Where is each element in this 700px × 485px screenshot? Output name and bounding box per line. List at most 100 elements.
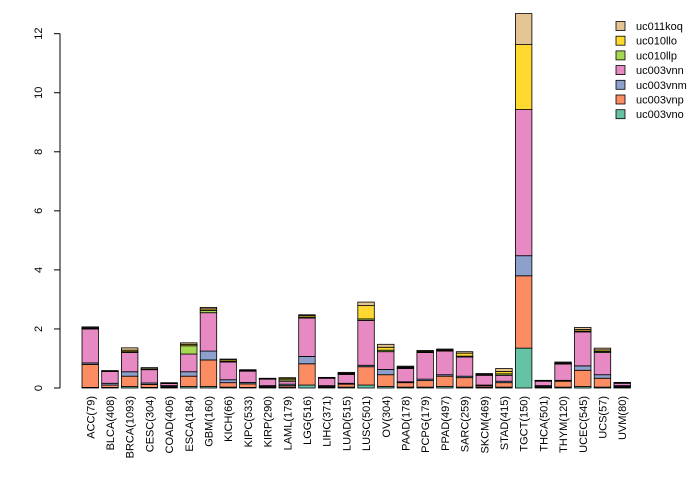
legend-item: uc011koq <box>616 21 683 33</box>
bar-stack: BLCA(408) uc003vno: 0.02BLCA(408) uc003v… <box>102 371 119 388</box>
bar-segment-uc003vnp: KIPC(533) uc003vnp: 0.12 <box>240 384 257 388</box>
bar-segment-uc011koq: SKCM(469) uc011koq: 0.02 <box>476 374 493 375</box>
x-tick-label: KIRP(290) <box>263 396 275 447</box>
bar-segment-uc011koq: STAD(415) uc011koq: 0.1 <box>496 369 513 372</box>
bar-stack: KIRP(290) uc003vno: 0.02KIRP(290) uc003v… <box>259 378 276 388</box>
bar-segment-uc003vnm: OV(304) uc003vnm: 0.18 <box>378 369 395 374</box>
legend-label: uc003vnp <box>636 95 684 107</box>
x-tick-label: TGCT(150) <box>519 396 531 452</box>
x-tick-label: BRCA(1093) <box>125 396 137 458</box>
bar-segment-uc003vnp: BRCA(1093) uc003vnp: 0.35 <box>121 376 137 386</box>
bar-segment-uc003vnp: UCEC(545) uc003vnp: 0.55 <box>575 370 592 386</box>
x-tick-label: LIHC(371) <box>322 396 334 447</box>
bar-stack: CESC(304) uc003vno: 0.02CESC(304) uc003v… <box>141 368 158 388</box>
bar-segment-uc003vnp: ACC(79) uc003vnp: 0.78 <box>82 364 99 387</box>
bar-segment-uc010llp: ESCA(184) uc010llp: 0.28 <box>181 346 198 354</box>
bar-segment-uc003vnp: LUSC(501) uc003vnp: 0.62 <box>358 367 375 385</box>
bar-stack: PAAD(178) uc003vno: 0.03PAAD(178) uc003v… <box>397 366 414 388</box>
bar-segment-uc003vnp: TGCT(150) uc003vnp: 2.45 <box>515 276 532 348</box>
bar-stack: PCPG(179) uc003vno: 0.03PCPG(179) uc003v… <box>417 351 434 389</box>
bar-segment-uc011koq: OV(304) uc011koq: 0.1 <box>378 344 395 347</box>
x-tick-label: LUSC(501) <box>361 396 373 451</box>
legend-label: uc003vnn <box>636 65 684 77</box>
bar-segment-uc003vno: LGG(516) uc003vno: 0.1 <box>299 385 316 388</box>
x-tick-label: UCEC(545) <box>578 396 590 453</box>
bar-segment-uc010llo: TGCT(150) uc010llo: 2.2 <box>515 45 532 110</box>
bar-segment-uc003vnp: PPAD(497) uc003vnp: 0.35 <box>437 376 454 386</box>
y-tick-label: 10 <box>33 87 45 99</box>
bar-segment-uc010llo: OV(304) uc010llo: 0.1 <box>378 347 395 350</box>
bar-segment-uc003vnp: STAD(415) uc003vnp: 0.15 <box>496 383 513 387</box>
bar-segment-uc011koq: KIPC(533) uc011koq: 0.02 <box>240 370 257 371</box>
bar-stack: LIHC(371) uc003vno: 0.02LIHC(371) uc003v… <box>318 377 335 388</box>
bar-stack: SARC(259) uc003vno: 0.03SARC(259) uc003v… <box>456 352 473 388</box>
legend-item: uc010llo <box>616 36 677 48</box>
bar-segment-uc003vnm: TGCT(150) uc003vnm: 0.68 <box>515 256 532 276</box>
bar-segment-uc003vnp: SARC(259) uc003vnp: 0.32 <box>456 378 473 387</box>
bar-segment-uc011koq: PPAD(497) uc011koq: 0.03 <box>437 349 454 350</box>
y-tick-label: 0 <box>33 385 45 391</box>
bar-stack: BRCA(1093) uc003vno: 0.05BRCA(1093) uc00… <box>121 348 137 388</box>
bar-segment-uc003vnp: CESC(304) uc003vnp: 0.1 <box>141 384 158 387</box>
bar-segment-uc003vnn: THCA(501) uc003vnn: 0.15 <box>535 381 552 385</box>
bar-stack: UCS(57) uc003vno: 0.03UCS(57) uc003vnp: … <box>594 348 611 388</box>
bar-segment-uc011koq: GBM(160) uc011koq: 0.05 <box>200 307 217 308</box>
bar-stack: STAD(415) uc003vno: 0.03STAD(415) uc003v… <box>496 369 513 388</box>
x-tick-label: LUAD(515) <box>341 396 353 451</box>
legend-swatch <box>616 110 625 119</box>
x-tick-label: UVM(80) <box>617 396 629 440</box>
bar-segment-uc003vno: TGCT(150) uc003vno: 1.35 <box>515 348 532 388</box>
legend-item: uc010llp <box>616 50 677 62</box>
bar-segment-uc003vnp: PCPG(179) uc003vnp: 0.22 <box>417 381 434 387</box>
bar-segment-uc003vnp: LGG(516) uc003vnp: 0.72 <box>299 364 316 385</box>
bar-segment-uc003vnn: LUAD(515) uc003vnn: 0.3 <box>338 374 355 383</box>
bar-segment-uc003vnp: THYM(120) uc003vnp: 0.2 <box>555 381 572 387</box>
bar-segment-uc003vnm: UCEC(545) uc003vnm: 0.15 <box>575 366 592 370</box>
bar-segment-uc003vnn: THYM(120) uc003vnn: 0.55 <box>555 364 572 380</box>
bar-stack: LUSC(501) uc003vno: 0.1LUSC(501) uc003vn… <box>358 302 375 388</box>
bar-segment-uc003vnm: ESCA(184) uc003vnm: 0.15 <box>181 372 198 376</box>
x-tick-label: KIPC(533) <box>243 396 255 447</box>
bar-segment-uc010llo: SARC(259) uc010llo: 0.1 <box>456 353 473 356</box>
bar-stack: THCA(501) uc003vno: 0.02THCA(501) uc003v… <box>535 380 552 388</box>
x-tick-label: ACC(79) <box>85 396 97 439</box>
bar-stack: SKCM(469) uc003vno: 0.02SKCM(469) uc003v… <box>476 374 493 388</box>
bar-stack: PPAD(497) uc003vno: 0.05PPAD(497) uc003v… <box>437 349 454 388</box>
x-tick-label: THYM(120) <box>558 396 570 453</box>
bar-segment-uc003vnp: UCS(57) uc003vnp: 0.3 <box>594 378 611 387</box>
x-tick-label: SARC(259) <box>460 396 472 452</box>
bar-segment-uc011koq: SARC(259) uc011koq: 0.05 <box>456 352 473 353</box>
bar-segment-uc003vnn: LUSC(501) uc003vnn: 1.52 <box>358 320 375 365</box>
bar-segment-uc003vnn: LGG(516) uc003vnn: 1.3 <box>299 318 316 356</box>
x-tick-label: KICH(66) <box>223 396 235 442</box>
legend-item: uc003vnm <box>616 80 687 92</box>
bar-segment-uc003vnp: LUAD(515) uc003vnp: 0.1 <box>338 384 355 387</box>
bar-stack: THYM(120) uc003vno: 0.03THYM(120) uc003v… <box>555 362 572 388</box>
y-tick-label: 12 <box>33 28 45 40</box>
x-tick-label: THCA(501) <box>538 396 550 452</box>
legend-item: uc003vnp <box>616 95 684 107</box>
bar-segment-uc003vnn: LIHC(371) uc003vnn: 0.25 <box>318 378 335 385</box>
legend-swatch <box>616 36 625 45</box>
bar-segment-uc003vnm: GBM(160) uc003vnm: 0.3 <box>200 351 217 360</box>
bar-segment-uc011koq: ESCA(184) uc011koq: 0.05 <box>181 343 198 344</box>
x-tick-label: ESCA(184) <box>184 396 196 452</box>
legend-swatch <box>616 22 625 31</box>
legend-label: uc010llo <box>636 36 677 48</box>
bar-segment-uc003vnm: BRCA(1093) uc003vnm: 0.15 <box>121 372 137 376</box>
bar-stack: KIPC(533) uc003vno: 0.02KIPC(533) uc003v… <box>240 370 257 388</box>
bar-segment-uc011koq: UCEC(545) uc011koq: 0.07 <box>575 327 592 329</box>
bar-segment-uc003vnn: GBM(160) uc003vnn: 1.3 <box>200 313 217 351</box>
legend-label: uc003vnm <box>636 80 687 92</box>
bar-segment-uc011koq: PCPG(179) uc011koq: 0.02 <box>417 351 434 352</box>
bar-segment-uc003vnn: BRCA(1093) uc003vnn: 0.65 <box>121 353 137 372</box>
bar-segment-uc011koq: LUSC(501) uc011koq: 0.12 <box>358 302 375 306</box>
legend-label: uc003vno <box>636 109 684 121</box>
bar-segment-uc003vnn: STAD(415) uc003vnn: 0.2 <box>496 375 513 381</box>
bar-segment-uc003vnn: KIPC(533) uc003vnn: 0.38 <box>240 371 257 382</box>
bar-segment-uc011koq: UCS(57) uc011koq: 0.06 <box>594 348 611 350</box>
bar-segment-uc003vnn: ESCA(184) uc003vnn: 0.6 <box>181 354 198 372</box>
